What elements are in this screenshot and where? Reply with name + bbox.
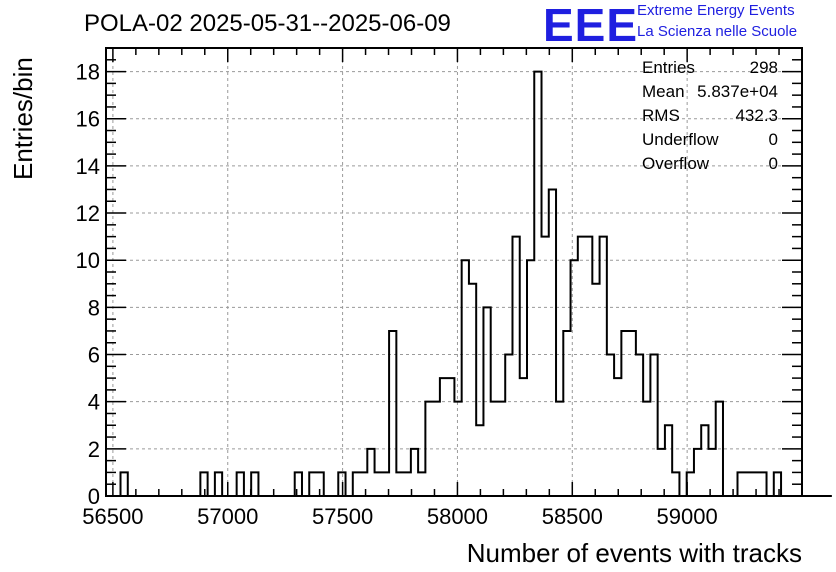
histogram-bin — [404, 472, 411, 496]
histogram-bin — [447, 378, 454, 496]
histogram-bin — [396, 472, 403, 496]
histogram-bin — [367, 449, 374, 496]
x-tick-label: 58000 — [427, 504, 488, 529]
histogram-bin — [694, 449, 701, 496]
stat-value: 0 — [768, 130, 778, 149]
histogram-bin — [621, 331, 628, 496]
stat-row-entries: Entries 298 — [636, 56, 782, 80]
y-tick-label: 6 — [88, 343, 100, 368]
histogram-bin — [469, 284, 476, 496]
stat-value: 298 — [749, 58, 778, 77]
histogram-bin — [658, 449, 665, 496]
x-tick-label: 58500 — [542, 504, 603, 529]
x-tick-label: 59000 — [657, 504, 718, 529]
y-tick-label: 10 — [76, 248, 100, 273]
histogram-bin — [672, 472, 679, 496]
stat-row-mean: Mean 5.837e+04 — [636, 80, 782, 104]
eee-logo-line2: La Scienza nelle Scuole — [637, 23, 798, 40]
x-tick-label: 57000 — [197, 504, 258, 529]
stat-row-overflow: Overflow 0 — [636, 152, 782, 176]
x-axis-label: Number of events with tracks — [466, 538, 802, 568]
stats-box: Entries 298 Mean 5.837e+04 RMS 432.3 Und… — [636, 56, 782, 176]
histogram-bin — [389, 331, 396, 496]
histogram-bin — [527, 260, 534, 496]
histogram-bin — [200, 472, 207, 496]
histogram-bin — [745, 472, 752, 496]
x-tick-label: 56500 — [82, 504, 143, 529]
y-tick-label: 4 — [88, 390, 100, 415]
stat-label: RMS — [642, 106, 680, 125]
chart-title: POLA-02 2025-05-31--2025-06-09 — [84, 10, 451, 37]
histogram-bin — [636, 355, 643, 496]
y-tick-label: 18 — [76, 60, 100, 85]
histogram-bin — [542, 237, 549, 496]
histogram-bin — [440, 378, 447, 496]
histogram-bin — [251, 472, 258, 496]
histogram-bin — [774, 472, 781, 496]
stat-label: Entries — [642, 58, 695, 77]
y-tick-label: 16 — [76, 107, 100, 132]
histogram-bin — [607, 355, 614, 496]
histogram-bin — [353, 472, 360, 496]
histogram-bin — [505, 355, 512, 496]
histogram-bin — [237, 472, 244, 496]
x-tick-label: 57500 — [312, 504, 373, 529]
histogram-bin — [563, 331, 570, 496]
histogram-bin — [534, 72, 541, 496]
histogram-bin — [578, 237, 585, 496]
histogram-bin — [411, 449, 418, 496]
histogram-bin — [520, 378, 527, 496]
histogram-bin — [585, 237, 592, 496]
histogram-bin — [665, 425, 672, 496]
histogram-bin — [600, 237, 607, 496]
y-tick-label: 12 — [76, 201, 100, 226]
histogram-bin — [309, 472, 316, 496]
histogram-bin — [650, 355, 657, 496]
histogram-bin — [708, 449, 715, 496]
y-tick-label: 8 — [88, 295, 100, 320]
eee-logo: EEE — [543, 0, 639, 51]
axes: 56500 57000 57500 58000 58500 59000 0 2 4 6 8 10 12 1… — [76, 47, 803, 529]
histogram-bin — [737, 472, 744, 496]
stat-value: 432.3 — [735, 106, 778, 125]
histogram-bin — [759, 472, 766, 496]
stat-row-rms: RMS 432.3 — [636, 104, 782, 128]
histogram-bin — [462, 260, 469, 496]
y-tick-label: 2 — [88, 437, 100, 462]
histogram-bin — [418, 472, 425, 496]
histogram-bin — [215, 472, 222, 496]
stat-value: 0 — [768, 154, 778, 173]
histogram-bin — [629, 331, 636, 496]
histogram-bin — [295, 472, 302, 496]
stat-label: Overflow — [642, 154, 710, 173]
y-tick-label: 0 — [88, 484, 100, 509]
histogram-bin — [375, 472, 382, 496]
y-axis-label: Entries/bin — [8, 57, 38, 180]
eee-logo-line1: Extreme Energy Events — [637, 2, 795, 19]
histogram-bin — [512, 237, 519, 496]
histogram-bin — [614, 378, 621, 496]
stat-label: Mean — [642, 82, 685, 101]
histogram-bin — [571, 260, 578, 496]
histogram-bin — [476, 425, 483, 496]
histogram-bin — [121, 472, 128, 496]
histogram-bin — [549, 189, 556, 496]
stat-value: 5.837e+04 — [697, 82, 778, 101]
y-tick-label: 14 — [76, 154, 100, 179]
histogram-bin — [592, 284, 599, 496]
stat-row-underflow: Underflow 0 — [636, 128, 782, 152]
histogram-bin — [701, 425, 708, 496]
stat-label: Underflow — [642, 130, 719, 149]
